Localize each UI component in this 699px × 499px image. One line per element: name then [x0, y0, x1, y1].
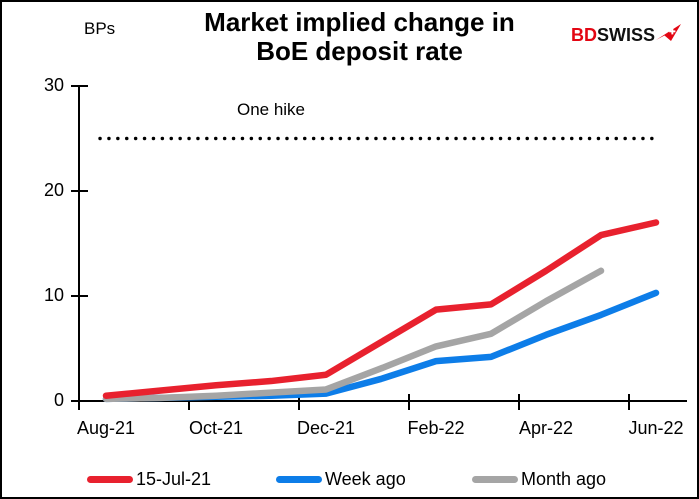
chart-title-line2: BoE deposit rate [256, 36, 463, 66]
chart-title: Market implied change in BoE deposit rat… [22, 8, 697, 66]
legend-swatch-month-ago [472, 475, 518, 483]
x-tick-label-aug21: Aug-21 [76, 418, 136, 438]
legend-item-month-ago: Month ago [472, 468, 606, 490]
x-tick-label-jun22: Jun-22 [628, 418, 684, 438]
logo-text-bd: BD [570, 25, 597, 45]
legend-label-month-ago: Month ago [521, 468, 607, 489]
series-line-15-jul-21 [102, 219, 660, 399]
series-line-month-ago [102, 267, 605, 403]
chart-title-line1: Market implied change in [204, 7, 515, 37]
x-tick-label-oct21: Oct-21 [188, 418, 244, 438]
y-tick-label-10: 10 [43, 285, 64, 305]
y-tick-label-20: 20 [43, 180, 64, 200]
legend-item-15-jul-21: 15-Jul-21 [87, 468, 211, 490]
y-axis-unit-label: BPs [84, 19, 116, 38]
swiss-arrow-icon [655, 23, 681, 48]
x-tick-label-feb22: Feb-22 [407, 418, 465, 438]
x-tick-label-dec21: Dec-21 [296, 418, 356, 438]
y-tick-label-0: 0 [53, 390, 64, 410]
legend-item-week-ago: Week ago [276, 468, 406, 490]
logo-text-swiss: SWISS [596, 25, 655, 45]
x-tick-label-apr22: Apr-22 [518, 418, 574, 438]
legend-swatch-15-jul-21 [87, 475, 133, 483]
one-hike-annotation-label: One hike [236, 100, 306, 119]
y-tick-label-30: 30 [43, 75, 64, 95]
legend-swatch-week-ago [276, 475, 322, 483]
legend-label-15-jul-21: 15-Jul-21 [136, 468, 212, 489]
legend-label-week-ago: Week ago [325, 468, 406, 489]
bdswiss-logo: BD SWISS [571, 23, 681, 48]
